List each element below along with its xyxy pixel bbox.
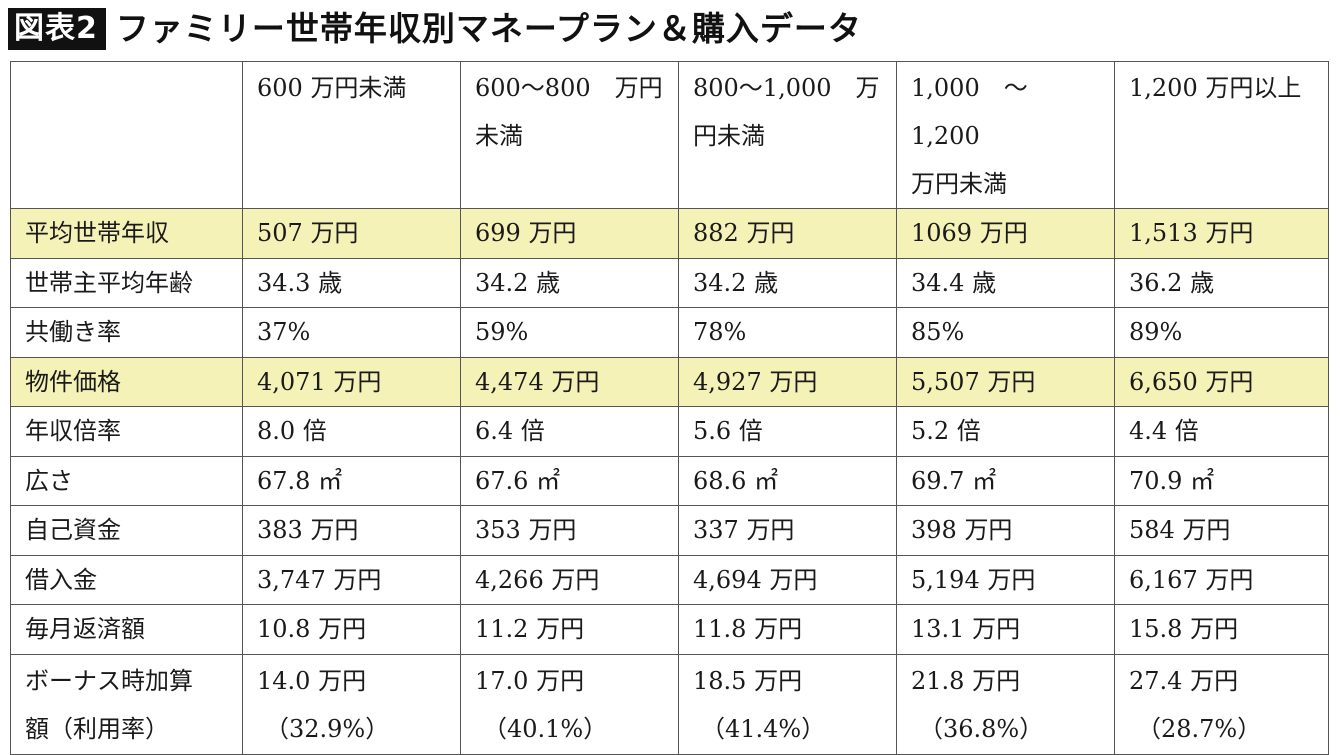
table-cell: 21.8 万円 （36.8%） bbox=[896, 653, 1115, 755]
table-cell: 5,507 万円 bbox=[896, 356, 1115, 407]
header-cell: 800〜1,000 万 円未満 bbox=[678, 61, 897, 209]
table-row: 借入金 3,747 万円 4,266 万円 4,694 万円 5,194 万円 … bbox=[10, 554, 1329, 605]
table-cell: 11.8 万円 bbox=[678, 604, 897, 655]
table-cell: 27.4 万円 （28.7%） bbox=[1114, 653, 1329, 755]
header-corner-cell bbox=[10, 61, 243, 209]
table-row: ボーナス時加算 額（利用率） 14.0 万円 （32.9%） 17.0 万円 （… bbox=[10, 653, 1329, 755]
table-cell: 383 万円 bbox=[242, 505, 461, 556]
table-cell: 11.2 万円 bbox=[460, 604, 679, 655]
row-label: 自己資金 bbox=[10, 505, 243, 556]
table-cell: 34.2 歳 bbox=[460, 257, 679, 308]
table-cell: 69.7 ㎡ bbox=[896, 455, 1115, 506]
table-row: 自己資金 383 万円 353 万円 337 万円 398 万円 584 万円 bbox=[10, 505, 1329, 556]
row-label: ボーナス時加算 額（利用率） bbox=[10, 653, 243, 755]
table-cell: 89% bbox=[1114, 307, 1329, 358]
table-row: 平均世帯年収 507 万円 699 万円 882 万円 1069 万円 1,51… bbox=[10, 208, 1329, 259]
header-cell: 1,200 万円以上 bbox=[1114, 61, 1329, 209]
table-cell: 507 万円 bbox=[242, 208, 461, 259]
table-cell: 34.3 歳 bbox=[242, 257, 461, 308]
table-cell: 882 万円 bbox=[678, 208, 897, 259]
table-cell: 34.2 歳 bbox=[678, 257, 897, 308]
table-cell: 34.4 歳 bbox=[896, 257, 1115, 308]
table-cell: 10.8 万円 bbox=[242, 604, 461, 655]
table-cell: 6,650 万円 bbox=[1114, 356, 1329, 407]
table-row: 共働き率 37% 59% 78% 85% 89% bbox=[10, 307, 1329, 358]
table-row: 年収倍率 8.0 倍 6.4 倍 5.6 倍 5.2 倍 4.4 倍 bbox=[10, 406, 1329, 457]
table-cell: 85% bbox=[896, 307, 1115, 358]
table-cell: 67.6 ㎡ bbox=[460, 455, 679, 506]
table-cell: 6,167 万円 bbox=[1114, 554, 1329, 605]
table-cell: 70.9 ㎡ bbox=[1114, 455, 1329, 506]
figure-title: 図表2 ファミリー世帯年収別マネープラン＆購入データ bbox=[8, 6, 862, 52]
row-label: 毎月返済額 bbox=[10, 604, 243, 655]
table-cell: 6.4 倍 bbox=[460, 406, 679, 457]
table-cell: 18.5 万円 （41.4%） bbox=[678, 653, 897, 755]
table-cell: 699 万円 bbox=[460, 208, 679, 259]
table-cell: 8.0 倍 bbox=[242, 406, 461, 457]
table-cell: 3,747 万円 bbox=[242, 554, 461, 605]
table-row: 広さ 67.8 ㎡ 67.6 ㎡ 68.6 ㎡ 69.7 ㎡ 70.9 ㎡ bbox=[10, 455, 1329, 506]
row-label: 広さ bbox=[10, 455, 243, 506]
row-label: 共働き率 bbox=[10, 307, 243, 358]
table-cell: 4,694 万円 bbox=[678, 554, 897, 605]
table-cell: 4,071 万円 bbox=[242, 356, 461, 407]
table-cell: 68.6 ㎡ bbox=[678, 455, 897, 506]
row-label: 物件価格 bbox=[10, 356, 243, 407]
data-table: 600 万円未満 600〜800 万円 未満 800〜1,000 万 円未満 1… bbox=[10, 61, 1329, 755]
table-cell: 5,194 万円 bbox=[896, 554, 1115, 605]
table-cell: 36.2 歳 bbox=[1114, 257, 1329, 308]
table-cell: 1069 万円 bbox=[896, 208, 1115, 259]
table-row: 毎月返済額 10.8 万円 11.2 万円 11.8 万円 13.1 万円 15… bbox=[10, 604, 1329, 655]
table-cell: 67.8 ㎡ bbox=[242, 455, 461, 506]
figure-badge: 図表2 bbox=[8, 8, 106, 50]
table-cell: 4,266 万円 bbox=[460, 554, 679, 605]
table-cell: 4,474 万円 bbox=[460, 356, 679, 407]
table-cell: 15.8 万円 bbox=[1114, 604, 1329, 655]
header-cell: 1,000 〜 1,200 万円未満 bbox=[896, 61, 1115, 209]
table-cell: 13.1 万円 bbox=[896, 604, 1115, 655]
table-cell: 59% bbox=[460, 307, 679, 358]
table-cell: 37% bbox=[242, 307, 461, 358]
table-cell: 398 万円 bbox=[896, 505, 1115, 556]
row-label: 世帯主平均年齢 bbox=[10, 257, 243, 308]
table-cell: 353 万円 bbox=[460, 505, 679, 556]
table-cell: 4.4 倍 bbox=[1114, 406, 1329, 457]
table-cell: 14.0 万円 （32.9%） bbox=[242, 653, 461, 755]
header-cell: 600 万円未満 bbox=[242, 61, 461, 209]
header-cell: 600〜800 万円 未満 bbox=[460, 61, 679, 209]
row-label: 平均世帯年収 bbox=[10, 208, 243, 259]
table-cell: 337 万円 bbox=[678, 505, 897, 556]
table-cell: 5.2 倍 bbox=[896, 406, 1115, 457]
table-cell: 4,927 万円 bbox=[678, 356, 897, 407]
figure-title-text: ファミリー世帯年収別マネープラン＆購入データ bbox=[115, 9, 862, 48]
table-cell: 1,513 万円 bbox=[1114, 208, 1329, 259]
table-cell: 584 万円 bbox=[1114, 505, 1329, 556]
table-header-row: 600 万円未満 600〜800 万円 未満 800〜1,000 万 円未満 1… bbox=[10, 61, 1329, 209]
table-cell: 5.6 倍 bbox=[678, 406, 897, 457]
table-row: 物件価格 4,071 万円 4,474 万円 4,927 万円 5,507 万円… bbox=[10, 356, 1329, 407]
table-cell: 17.0 万円 （40.1%） bbox=[460, 653, 679, 755]
table-cell: 78% bbox=[678, 307, 897, 358]
row-label: 年収倍率 bbox=[10, 406, 243, 457]
row-label: 借入金 bbox=[10, 554, 243, 605]
table-row: 世帯主平均年齢 34.3 歳 34.2 歳 34.2 歳 34.4 歳 36.2… bbox=[10, 257, 1329, 308]
